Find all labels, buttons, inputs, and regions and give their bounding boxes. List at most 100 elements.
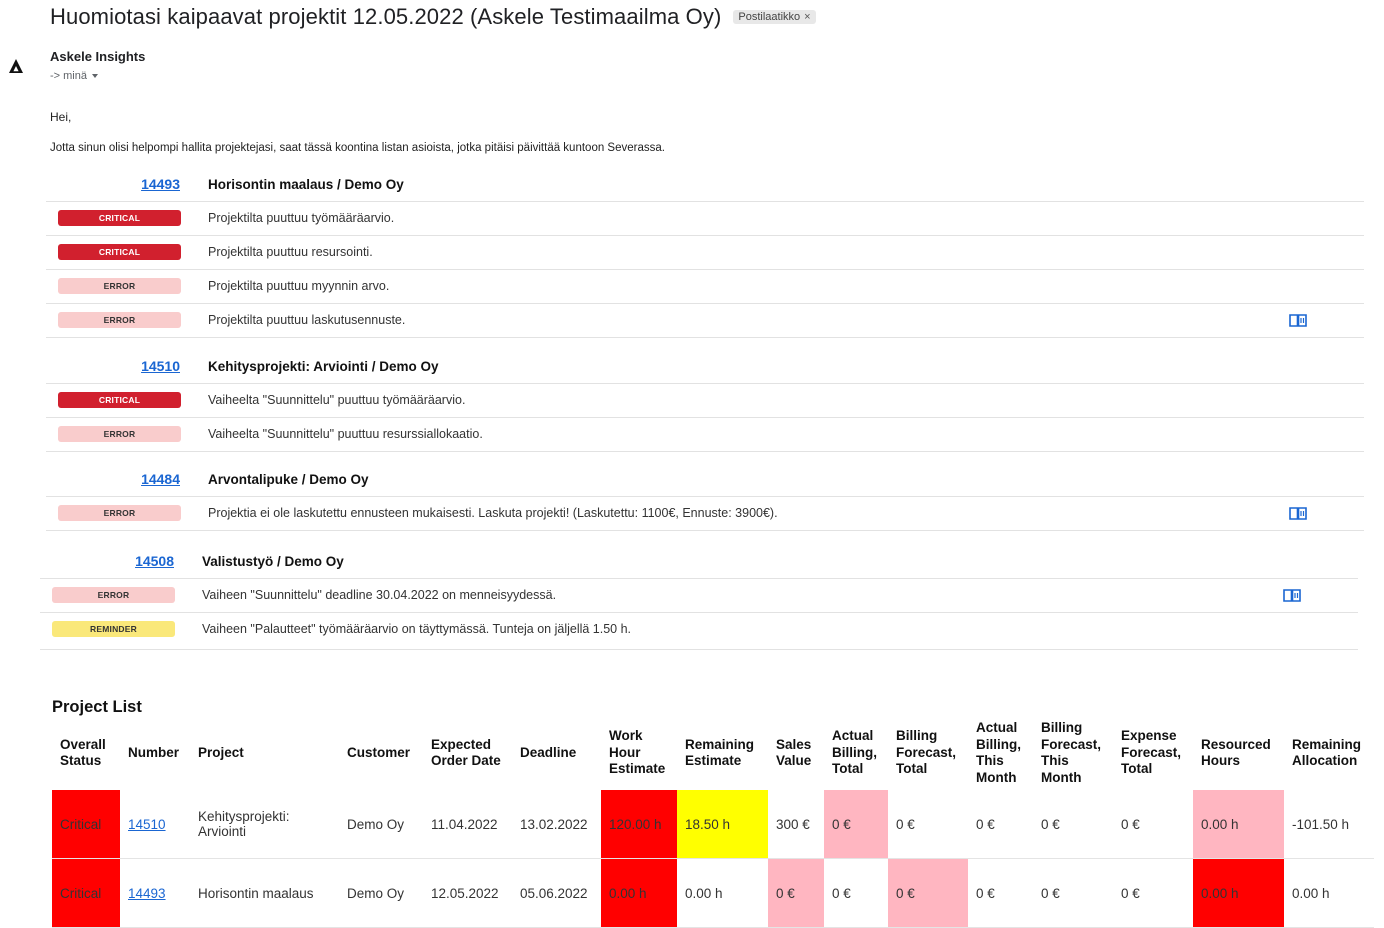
project-group-header: 14493 Horisontin maalaus / Demo Oy — [46, 170, 1364, 200]
table-header-row: Overall Status Number Project Customer E… — [52, 716, 1374, 790]
issue-row: ERROR Vaiheelta "Suunnittelu" puuttuu re… — [46, 417, 1364, 452]
greeting: Hei, — [50, 110, 72, 124]
caret-down-icon — [92, 74, 98, 78]
col-remaining-estimate: Remaining Estimate — [685, 736, 755, 769]
recipient-label: -> minä — [50, 70, 87, 82]
project-list-table: Overall Status Number Project Customer E… — [52, 716, 1374, 928]
billing-forecast-month-cell: 0 € — [1033, 858, 1113, 928]
col-billing-forecast-total: Billing Forecast, Total — [896, 728, 957, 777]
issue-message: Vaiheen "Suunnittelu" deadline 30.04.202… — [202, 588, 557, 602]
open-book-icon[interactable] — [1283, 588, 1301, 602]
issue-row: ERROR Projektilta puuttuu laskutusennust… — [46, 303, 1364, 338]
col-customer: Customer — [347, 744, 411, 760]
issue-row: CRITICAL Projektilta puuttuu resursointi… — [46, 235, 1364, 269]
col-deadline: Deadline — [520, 744, 577, 760]
project-number-link[interactable]: 14510 — [128, 816, 166, 832]
status-cell: Critical — [52, 790, 120, 859]
issue-message: Projektilta puuttuu resursointi. — [208, 245, 373, 259]
col-billing-forecast-month: Billing Forecast, This Month — [1041, 720, 1102, 785]
project-group-name: Horisontin maalaus / Demo Oy — [208, 177, 404, 192]
table-row: Critical 14510 Kehitysprojekti: Arvioint… — [52, 790, 1374, 859]
project-group-name: Arvontalipuke / Demo Oy — [208, 472, 369, 487]
open-book-icon[interactable] — [1289, 313, 1307, 327]
issue-message: Projektia ei ole laskutettu ennusteen mu… — [208, 506, 778, 520]
col-resourced-hours: Resourced Hours — [1201, 736, 1271, 769]
issue-row: CRITICAL Projektilta puuttuu työmääräarv… — [46, 201, 1364, 235]
billing-forecast-month-cell: 0 € — [1033, 790, 1113, 859]
project-number-link[interactable]: 14493 — [128, 885, 166, 901]
deadline-cell: 05.06.2022 — [512, 858, 601, 928]
project-group-header: 14508 Valistustyö / Demo Oy — [40, 547, 1358, 577]
expense-forecast-total-cell: 0 € — [1113, 790, 1193, 859]
customer-cell: Demo Oy — [339, 790, 423, 859]
email-subject-bar: Huomiotasi kaipaavat projektit 12.05.202… — [50, 2, 816, 32]
col-actual-billing-total: Actual Billing, Total — [832, 728, 877, 777]
col-actual-billing-month: Actual Billing, This Month — [976, 720, 1021, 785]
recipient-toggle[interactable]: -> minä — [50, 70, 100, 82]
sender-name: Askele Insights — [50, 49, 146, 64]
intro-text: Jotta sinun olisi helpompi hallita proje… — [50, 142, 665, 154]
project-list-title: Project List — [52, 698, 142, 716]
actual-billing-total-cell: 0 € — [824, 790, 888, 859]
project-number-link[interactable]: 14493 — [141, 176, 180, 192]
issue-message: Projektilta puuttuu työmääräarvio. — [208, 211, 395, 225]
col-work-hour-estimate: Work Hour Estimate — [609, 728, 666, 777]
severity-badge: ERROR — [58, 312, 181, 328]
work-hour-estimate-cell: 0.00 h — [601, 858, 677, 928]
issue-message: Projektilta puuttuu myynnin arvo. — [208, 279, 390, 293]
table-row: Critical 14493 Horisontin maalaus Demo O… — [52, 858, 1374, 928]
issue-row: REMINDER Vaiheen "Palautteet" työmääräar… — [40, 612, 1358, 650]
open-book-icon[interactable] — [1289, 506, 1307, 520]
remaining-estimate-cell: 0.00 h — [677, 858, 768, 928]
askele-logo-icon — [9, 59, 23, 73]
severity-badge: ERROR — [52, 587, 175, 603]
project-group-name: Kehitysprojekti: Arviointi / Demo Oy — [208, 359, 439, 374]
project-number-link[interactable]: 14484 — [141, 471, 180, 487]
project-number-link[interactable]: 14508 — [135, 553, 174, 569]
issue-message: Projektilta puuttuu laskutusennuste. — [208, 313, 406, 327]
actual-billing-month-cell: 0 € — [968, 858, 1033, 928]
expense-forecast-total-cell: 0 € — [1113, 858, 1193, 928]
project-cell: Kehitysprojekti: Arviointi — [190, 790, 339, 859]
project-cell: Horisontin maalaus — [190, 858, 339, 928]
inbox-label-chip[interactable]: Postilaatikko × — [733, 10, 816, 24]
severity-badge: CRITICAL — [58, 210, 181, 226]
deadline-cell: 13.02.2022 — [512, 790, 601, 859]
issue-message: Vaiheen "Palautteet" työmääräarvio on tä… — [202, 622, 632, 636]
billing-forecast-total-cell: 0 € — [888, 858, 968, 928]
severity-badge: ERROR — [58, 278, 181, 294]
email-subject: Huomiotasi kaipaavat projektit 12.05.202… — [50, 4, 722, 29]
project-group-name: Valistustyö / Demo Oy — [202, 554, 344, 569]
remove-label-icon[interactable]: × — [804, 11, 811, 23]
project-group-header: 14510 Kehitysprojekti: Arviointi / Demo … — [46, 352, 1364, 382]
number-cell: 14493 — [120, 858, 190, 928]
actual-billing-month-cell: 0 € — [968, 790, 1033, 859]
col-expense-forecast-total: Expense Forecast, Total — [1121, 728, 1182, 777]
remaining-allocation-cell: -101.50 h — [1284, 790, 1374, 859]
severity-badge: CRITICAL — [58, 392, 181, 408]
issue-row: ERROR Vaiheen "Suunnittelu" deadline 30.… — [40, 578, 1358, 612]
actual-billing-total-cell: 0 € — [824, 858, 888, 928]
col-remaining-allocation: Remaining Allocation — [1292, 736, 1362, 769]
number-cell: 14510 — [120, 790, 190, 859]
remaining-estimate-cell: 18.50 h — [677, 790, 768, 859]
billing-forecast-total-cell: 0 € — [888, 790, 968, 859]
project-number-link[interactable]: 14510 — [141, 358, 180, 374]
work-hour-estimate-cell: 120.00 h — [601, 790, 677, 859]
sales-value-cell: 300 € — [768, 790, 824, 859]
resourced-hours-cell: 0.00 h — [1193, 858, 1284, 928]
sales-value-cell: 0 € — [768, 858, 824, 928]
severity-badge: ERROR — [58, 505, 181, 521]
col-sales-value: Sales Value — [776, 736, 812, 769]
col-overall-status: Overall Status — [60, 736, 106, 769]
col-project: Project — [198, 744, 244, 760]
customer-cell: Demo Oy — [339, 858, 423, 928]
col-number: Number — [128, 744, 180, 760]
severity-badge: ERROR — [58, 426, 181, 442]
issue-row: ERROR Projektilta puuttuu myynnin arvo. — [46, 269, 1364, 303]
expected-order-date-cell: 11.04.2022 — [423, 790, 512, 859]
status-cell: Critical — [52, 858, 120, 928]
issue-row: ERROR Projektia ei ole laskutettu ennust… — [46, 496, 1364, 531]
severity-badge: REMINDER — [52, 621, 175, 637]
resourced-hours-cell: 0.00 h — [1193, 790, 1284, 859]
